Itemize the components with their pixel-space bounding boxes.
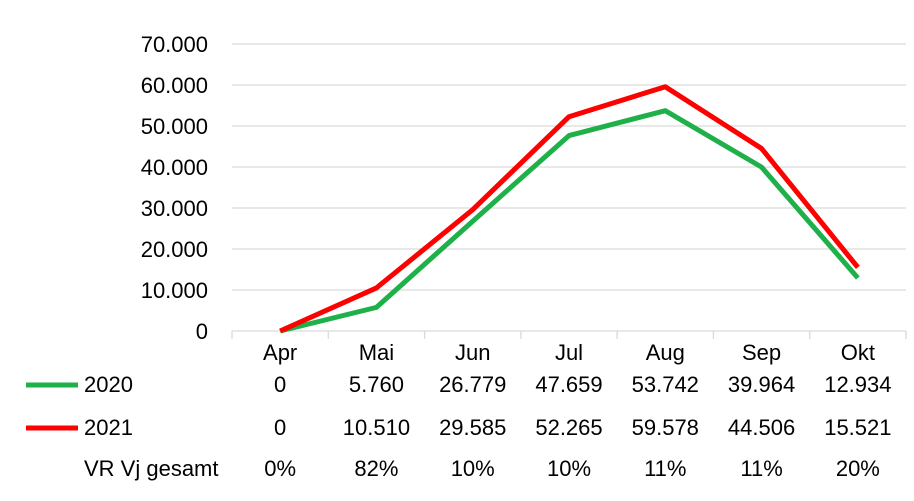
table-cell: 0 <box>274 372 286 397</box>
table-cell: 0 <box>274 415 286 440</box>
y-tick-label: 0 <box>196 319 208 344</box>
table-cell: 59.578 <box>632 415 699 440</box>
legend-label: 2020 <box>84 372 133 397</box>
table-cell: 0% <box>264 456 296 481</box>
table-cell: 10% <box>451 456 495 481</box>
table-cell: 39.964 <box>728 372 795 397</box>
table-cell: 11% <box>740 456 782 481</box>
y-tick-label: 10.000 <box>141 278 208 303</box>
series-line-2021 <box>279 84 860 334</box>
table-cell: 44.506 <box>728 415 795 440</box>
x-category-label: Okt <box>841 340 875 365</box>
table-cell: 10.510 <box>343 415 410 440</box>
y-tick-label: 30.000 <box>141 196 208 221</box>
y-tick-label: 60.000 <box>141 73 208 98</box>
y-axis-tick-labels: 0 10.000 20.000 30.000 40.000 50.000 60.000 70.… <box>141 32 208 344</box>
y-tick-label: 20.000 <box>141 237 208 262</box>
table-cell: 15.521 <box>824 415 891 440</box>
table-cell: 52.265 <box>535 415 602 440</box>
table-cell: 26.779 <box>439 372 506 397</box>
x-category-label: Apr <box>263 340 297 365</box>
y-tick-label: 40.000 <box>141 155 208 180</box>
table-cell: 82% <box>354 456 398 481</box>
table-cell: 11% <box>644 456 686 481</box>
x-category-label: Jun <box>455 340 490 365</box>
table-row-label: VR Vj gesamt <box>84 456 219 481</box>
table-cell: 5.760 <box>349 372 404 397</box>
data-table: 2020 0 5.760 26.779 47.659 53.742 39.964 12.934… <box>26 372 892 481</box>
table-cell: 53.742 <box>632 372 699 397</box>
table-cell: 12.934 <box>824 372 891 397</box>
legend-label: 2021 <box>84 415 133 440</box>
x-category-label: Aug <box>646 340 685 365</box>
table-cell: 29.585 <box>439 415 506 440</box>
y-tick-label: 70.000 <box>141 32 208 57</box>
table-cell: 10% <box>547 456 591 481</box>
x-category-label: Jul <box>555 340 583 365</box>
table-cell: 20% <box>836 456 880 481</box>
series-lines <box>279 84 860 334</box>
table-cell: 47.659 <box>535 372 602 397</box>
x-axis-category-labels: Apr Mai Jun Jul Aug Sep Okt <box>263 340 875 365</box>
x-category-label: Mai <box>359 340 394 365</box>
gridlines <box>231 43 907 339</box>
x-category-label: Sep <box>742 340 781 365</box>
y-tick-label: 50.000 <box>141 114 208 139</box>
series-line-2020 <box>279 108 860 334</box>
